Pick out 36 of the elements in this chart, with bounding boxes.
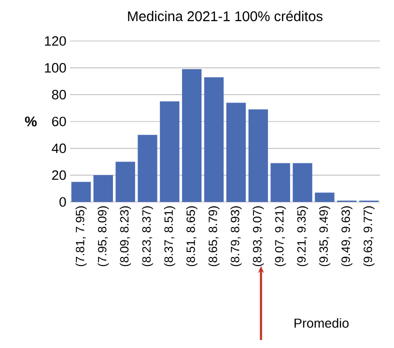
bar xyxy=(292,163,312,202)
chart-title: Medicina 2021-1 100% créditos xyxy=(128,10,322,22)
bar xyxy=(116,162,136,202)
bar xyxy=(160,101,180,202)
y-tick-label: 20 xyxy=(52,170,66,180)
bar xyxy=(204,77,224,202)
bar xyxy=(226,102,246,202)
bar xyxy=(270,163,290,202)
x-tick-label: (8.93, 9.07) xyxy=(252,206,264,266)
bar xyxy=(314,192,334,202)
x-tick-label: (9.21, 9.35) xyxy=(296,206,308,266)
y-tick-label: 120 xyxy=(44,36,66,46)
bar xyxy=(248,109,268,202)
x-tick-label: (7.95, 8.09) xyxy=(98,206,109,266)
y-tick-label: 60 xyxy=(52,116,66,126)
x-tick-label: (8.23, 8.37) xyxy=(142,206,154,266)
x-tick-label: (8.51, 8.65) xyxy=(186,206,198,266)
bar xyxy=(71,182,91,202)
bar xyxy=(182,69,202,202)
y-tick-label: 100 xyxy=(44,63,66,73)
text: Promedio xyxy=(294,318,349,328)
x-tick-label: (9.63, 9.77) xyxy=(363,206,375,266)
x-tick-label: (9.35, 9.49) xyxy=(319,206,330,266)
x-tick-label: (8.79, 8.93) xyxy=(230,206,242,266)
y-tick-label: 80 xyxy=(52,90,66,100)
x-tick-label: (8.65, 8.79) xyxy=(208,206,220,266)
y-tick-label: 0 xyxy=(59,197,66,207)
x-tick-label: (9.49, 9.63) xyxy=(341,206,352,266)
x-tick-label: (9.07, 9.21) xyxy=(274,206,286,266)
bar xyxy=(138,134,158,202)
x-tick-label: (8.09, 8.23) xyxy=(120,206,131,266)
x-tick-label: (8.37, 8.51) xyxy=(164,206,176,266)
bar xyxy=(93,175,113,202)
y-tick-label: 40 xyxy=(52,144,66,154)
x-tick-label: (7.81, 7.95) xyxy=(75,206,87,266)
y-axis-title: % xyxy=(24,116,37,126)
